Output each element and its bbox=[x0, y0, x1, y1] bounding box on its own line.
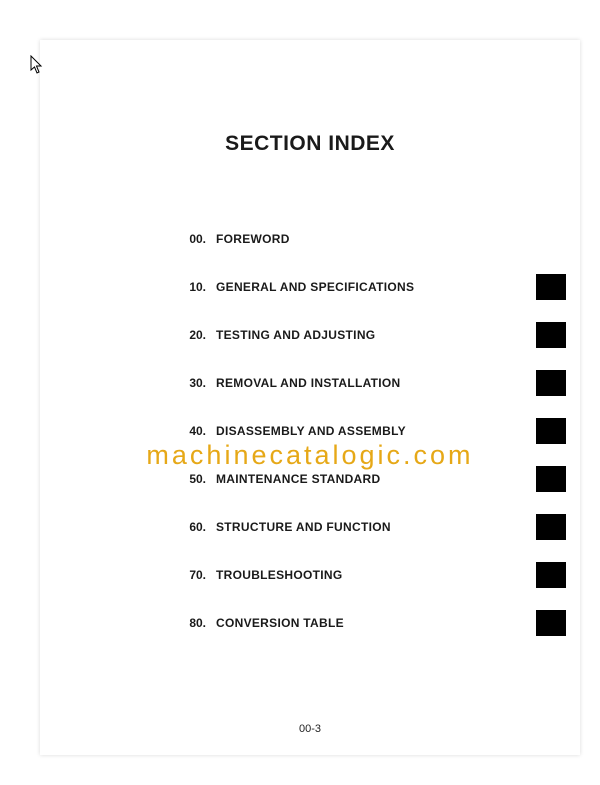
page-title: SECTION INDEX bbox=[40, 132, 580, 156]
entry-label: DISASSEMBLY AND ASSEMBLY bbox=[216, 424, 406, 438]
section-tab-marker bbox=[536, 610, 566, 636]
section-tab-marker bbox=[536, 274, 566, 300]
entry-number: 50. bbox=[170, 472, 216, 486]
index-entry: 70.TROUBLESHOOTING bbox=[170, 551, 560, 599]
section-index-list: 00.FOREWORD10.GENERAL AND SPECIFICATIONS… bbox=[170, 215, 560, 647]
entry-label: CONVERSION TABLE bbox=[216, 616, 344, 630]
index-entry: 50.MAINTENANCE STANDARD bbox=[170, 455, 560, 503]
index-entry: 20.TESTING AND ADJUSTING bbox=[170, 311, 560, 359]
index-entry: 30.REMOVAL AND INSTALLATION bbox=[170, 359, 560, 407]
index-entry: 60.STRUCTURE AND FUNCTION bbox=[170, 503, 560, 551]
entry-number: 80. bbox=[170, 616, 216, 630]
index-entry: 10.GENERAL AND SPECIFICATIONS bbox=[170, 263, 560, 311]
index-entry: 00.FOREWORD bbox=[170, 215, 560, 263]
entry-number: 00. bbox=[170, 232, 216, 246]
section-tab-marker bbox=[536, 370, 566, 396]
document-page: SECTION INDEX 00.FOREWORD10.GENERAL AND … bbox=[40, 40, 580, 755]
index-entry: 80.CONVERSION TABLE bbox=[170, 599, 560, 647]
entry-label: TESTING AND ADJUSTING bbox=[216, 328, 375, 342]
entry-number: 10. bbox=[170, 280, 216, 294]
index-entry: 40.DISASSEMBLY AND ASSEMBLY bbox=[170, 407, 560, 455]
page-number: 00-3 bbox=[40, 723, 580, 735]
section-tab-marker bbox=[536, 322, 566, 348]
entry-label: STRUCTURE AND FUNCTION bbox=[216, 520, 391, 534]
entry-number: 30. bbox=[170, 376, 216, 390]
entry-label: FOREWORD bbox=[216, 232, 290, 246]
section-tab-marker bbox=[536, 514, 566, 540]
entry-number: 70. bbox=[170, 568, 216, 582]
entry-label: REMOVAL AND INSTALLATION bbox=[216, 376, 401, 390]
entry-label: MAINTENANCE STANDARD bbox=[216, 472, 380, 486]
entry-label: GENERAL AND SPECIFICATIONS bbox=[216, 280, 414, 294]
entry-number: 20. bbox=[170, 328, 216, 342]
cursor-icon bbox=[30, 55, 46, 75]
section-tab-marker bbox=[536, 562, 566, 588]
section-tab-marker bbox=[536, 466, 566, 492]
entry-number: 60. bbox=[170, 520, 216, 534]
section-tab-marker bbox=[536, 418, 566, 444]
entry-label: TROUBLESHOOTING bbox=[216, 568, 343, 582]
entry-number: 40. bbox=[170, 424, 216, 438]
